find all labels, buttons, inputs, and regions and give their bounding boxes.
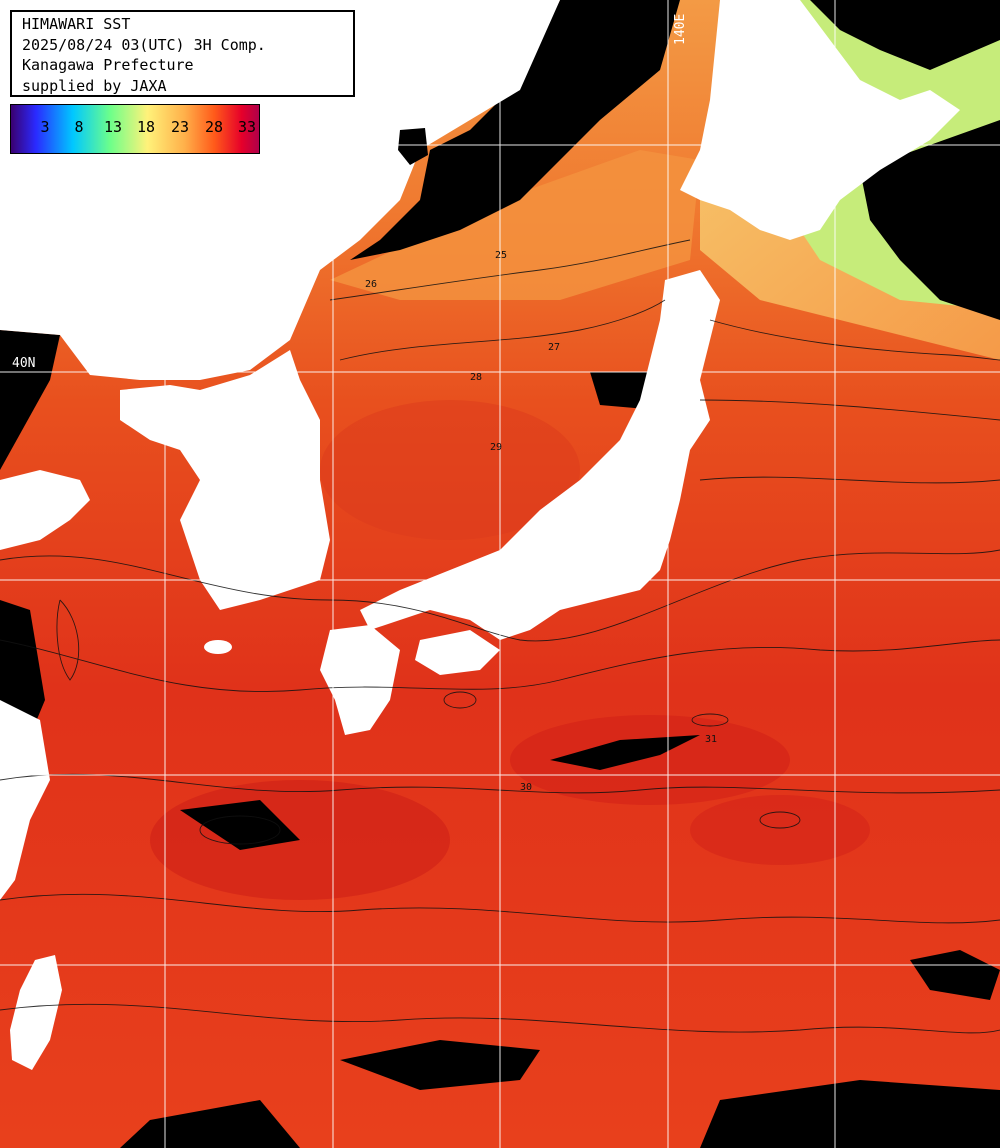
land-taiwan	[10, 955, 62, 1070]
cloud-band	[550, 735, 700, 770]
legend-tick: 18	[136, 118, 156, 136]
land-korea	[120, 350, 330, 610]
map-credit: supplied by JAXA	[22, 76, 167, 95]
cloud-patch	[910, 950, 1000, 1000]
cloud-patch	[180, 800, 300, 850]
cloud-mass	[860, 120, 1000, 320]
temperature-color-legend: 3 8 13 18 23 28 33	[10, 104, 260, 154]
land-hokkaido	[680, 0, 960, 240]
land-kyushu	[320, 625, 400, 735]
land-island	[398, 128, 428, 165]
cloud-band	[700, 1080, 1000, 1148]
legend-tick: 33	[237, 118, 257, 136]
cool-sea-japan-sea	[330, 150, 700, 300]
legend-tick: 3	[40, 118, 50, 136]
legend-tick: 28	[204, 118, 224, 136]
contour-label: 31	[705, 734, 717, 745]
contour-label: 28	[470, 372, 482, 383]
map-info-box: HIMAWARI SST 2025/08/24 03(UTC) 3H Comp.…	[10, 10, 355, 97]
legend-tick: 8	[74, 118, 84, 136]
cloud-band	[340, 1040, 540, 1090]
land-honshu	[360, 270, 720, 640]
map-datetime: 2025/08/24 03(UTC) 3H Comp.	[22, 35, 266, 54]
lon-label-140e: 140E	[673, 14, 688, 45]
map-title: HIMAWARI SST	[22, 15, 131, 33]
legend-tick: 13	[103, 118, 123, 136]
lat-label-40n: 40N	[12, 356, 35, 371]
land-island	[204, 640, 232, 654]
hot-sea-patch	[320, 400, 580, 540]
hot-sea-patch	[690, 795, 870, 865]
sst-contours	[0, 239, 1000, 1034]
lat-label-30n: 30N	[18, 759, 41, 774]
cloud-mass	[0, 330, 60, 470]
legend-tick: 23	[170, 118, 190, 136]
contour-label: 26	[365, 279, 377, 290]
contour-label: 27	[548, 342, 560, 353]
contour-label: 25	[495, 250, 507, 261]
contour-label: 29	[490, 442, 502, 453]
cloud-mass	[350, 0, 680, 260]
cloud-mass	[810, 0, 1000, 70]
land-china	[0, 470, 90, 550]
map-region: Kanagawa Prefecture	[22, 56, 194, 74]
land-shikoku	[415, 630, 500, 675]
hot-sea-patch	[510, 715, 790, 805]
contour-label: 30	[520, 782, 532, 793]
land-china-south	[0, 700, 50, 900]
